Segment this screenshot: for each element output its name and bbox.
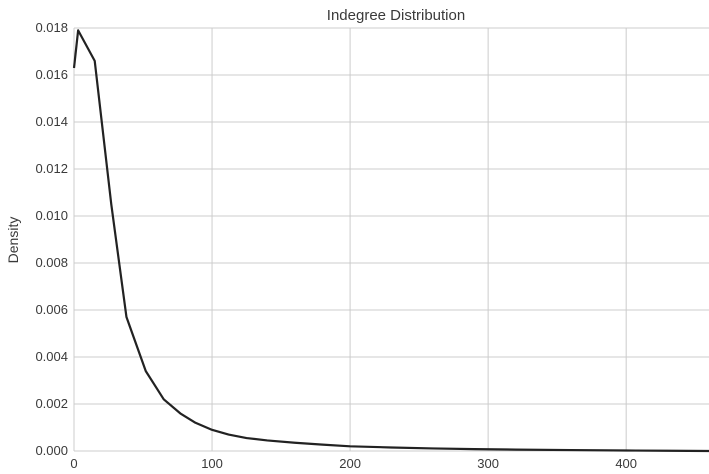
y-tick-label: 0.002 — [35, 396, 68, 411]
chart-title: Indegree Distribution — [327, 7, 465, 24]
y-tick-label: 0.000 — [35, 443, 68, 458]
y-axis-title: Density — [5, 217, 21, 264]
y-tick-label: 0.006 — [35, 302, 68, 317]
y-tick-label: 0.012 — [35, 161, 68, 176]
y-tick-label: 0.004 — [35, 349, 68, 364]
x-tick-label: 300 — [477, 456, 499, 471]
gridlines — [73, 27, 709, 452]
y-tick-label: 0.016 — [35, 67, 68, 82]
x-tick-label: 100 — [201, 456, 223, 471]
y-tick-label: 0.018 — [35, 20, 68, 35]
x-tick-label: 200 — [339, 456, 361, 471]
tick-labels: 0.000 0.002 0.004 0.006 0.008 0.010 0.012 0.014… — [35, 20, 637, 471]
x-tick-label: 0 — [70, 456, 77, 471]
plot-background — [74, 28, 709, 451]
y-tick-label: 0.010 — [35, 208, 68, 223]
density-line — [72, 29, 709, 453]
y-tick-label: 0.014 — [35, 114, 68, 129]
y-tick-label: 0.008 — [35, 255, 68, 270]
x-tick-label: 400 — [615, 456, 637, 471]
